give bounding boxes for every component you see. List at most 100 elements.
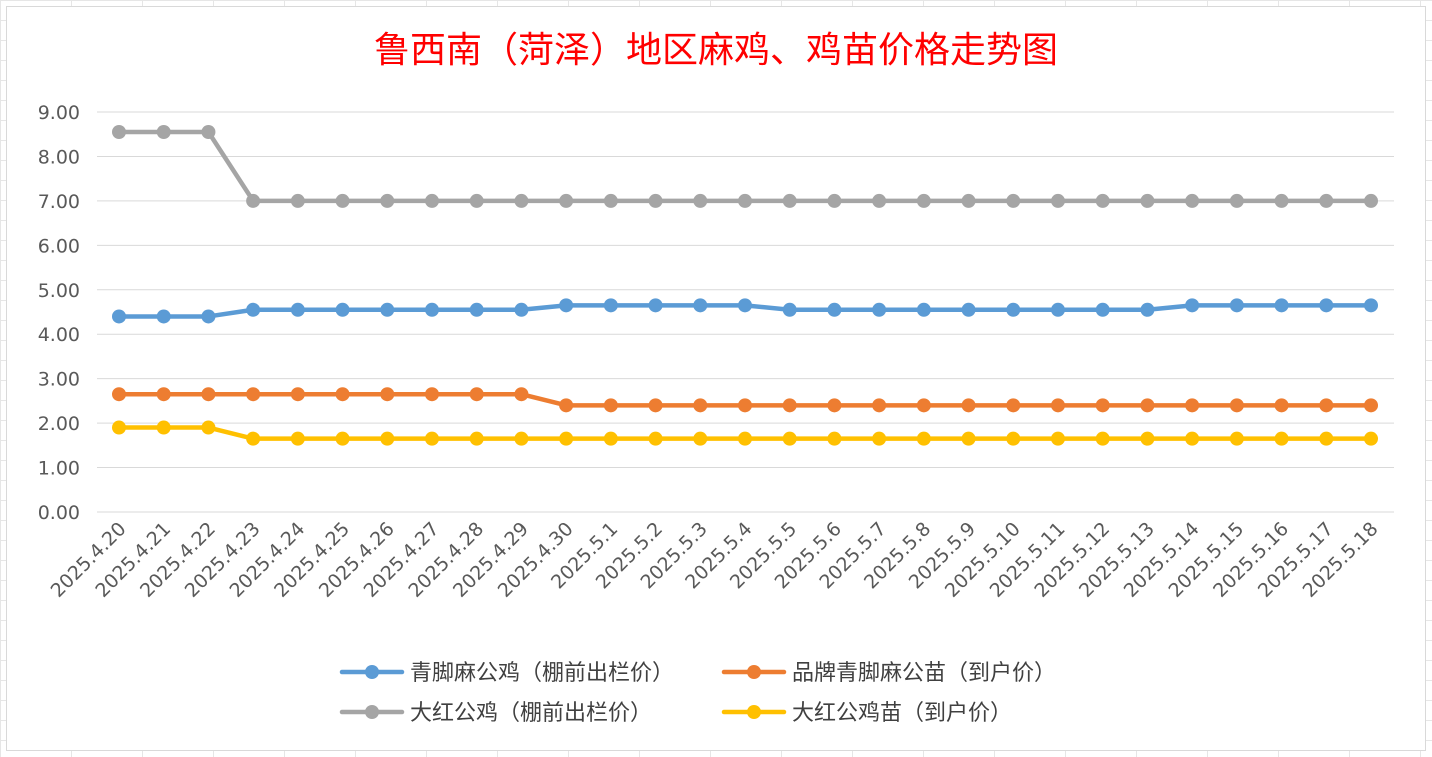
y-tick-label: 0.00	[38, 502, 80, 524]
data-point	[1051, 302, 1065, 317]
data-point	[1140, 302, 1155, 317]
data-point	[559, 431, 574, 446]
data-point	[648, 398, 663, 413]
data-point	[201, 309, 216, 324]
data-point	[112, 309, 126, 324]
data-point	[201, 125, 216, 139]
data-point	[1274, 431, 1289, 446]
data-point	[425, 431, 439, 446]
data-point	[1185, 398, 1200, 413]
data-point	[872, 193, 887, 208]
data-point	[1185, 298, 1200, 313]
data-point	[246, 193, 261, 208]
data-point	[156, 387, 171, 402]
data-point	[290, 387, 305, 402]
data-point	[1364, 298, 1378, 313]
series-3	[112, 125, 1378, 208]
data-point	[1140, 193, 1155, 208]
data-point	[156, 309, 171, 324]
data-point	[603, 431, 618, 446]
legend-item: 品牌青脚麻公苗（到户价）	[721, 661, 1056, 686]
data-point	[469, 387, 484, 402]
data-point	[916, 193, 931, 208]
data-point	[1095, 193, 1110, 208]
data-point	[782, 431, 797, 446]
legend-item: 青脚麻公鸡（棚前出栏价）	[339, 661, 674, 686]
data-point	[693, 193, 708, 208]
data-point	[1006, 431, 1021, 446]
data-point	[738, 398, 752, 413]
data-point	[1051, 193, 1065, 208]
data-point	[738, 193, 752, 208]
data-point	[782, 398, 797, 413]
x-axis-ticks: 2025.4.202025.4.212025.4.222025.4.232025…	[47, 518, 1383, 602]
data-point	[603, 193, 618, 208]
data-point	[380, 193, 395, 208]
legend-label: 品牌青脚麻公苗（到户价）	[792, 661, 1056, 686]
data-point	[380, 431, 395, 446]
data-point	[559, 398, 574, 413]
data-point	[1364, 193, 1378, 208]
data-point	[738, 298, 752, 313]
y-tick-label: 4.00	[38, 324, 80, 346]
data-point	[514, 387, 529, 402]
data-point	[425, 387, 439, 402]
data-point	[201, 387, 216, 402]
y-tick-label: 7.00	[38, 191, 80, 213]
data-point	[1229, 431, 1244, 446]
data-point	[112, 387, 126, 402]
data-point	[1364, 398, 1378, 413]
data-point	[1140, 431, 1155, 446]
series-line	[116, 129, 1374, 204]
data-point	[425, 193, 439, 208]
data-point	[1274, 193, 1289, 208]
data-point	[1006, 302, 1021, 317]
data-point	[156, 420, 171, 435]
data-point	[872, 302, 887, 317]
data-point	[246, 431, 261, 446]
legend-marker	[747, 665, 761, 679]
data-point	[782, 302, 797, 317]
data-point	[1319, 193, 1334, 208]
data-point	[1364, 431, 1378, 446]
y-tick-label: 9.00	[38, 102, 80, 124]
series-lines	[112, 125, 1378, 446]
data-point	[916, 398, 931, 413]
data-point	[290, 431, 305, 446]
data-point	[1319, 398, 1334, 413]
data-point	[916, 431, 931, 446]
data-point	[335, 193, 350, 208]
data-point	[514, 193, 529, 208]
y-tick-label: 8.00	[38, 146, 80, 168]
data-point	[290, 302, 305, 317]
data-point	[1140, 398, 1155, 413]
data-point	[246, 387, 261, 402]
data-point	[1229, 298, 1244, 313]
data-point	[112, 125, 126, 139]
data-point	[380, 302, 395, 317]
legend-label: 青脚麻公鸡（棚前出栏价）	[410, 661, 674, 686]
data-point	[514, 302, 529, 317]
data-point	[1229, 398, 1244, 413]
data-point	[1095, 398, 1110, 413]
data-point	[603, 398, 618, 413]
data-point	[514, 431, 529, 446]
data-point	[1229, 193, 1244, 208]
data-point	[782, 193, 797, 208]
data-point	[1319, 298, 1334, 313]
legend-marker	[365, 705, 379, 719]
data-point	[469, 431, 484, 446]
data-point	[693, 398, 708, 413]
data-point	[1185, 431, 1200, 446]
data-point	[290, 193, 305, 208]
series-1	[112, 298, 1378, 324]
data-point	[827, 302, 842, 317]
legend: 青脚麻公鸡（棚前出栏价） 品牌青脚麻公苗（到户价） 大红公鸡（棚前出栏价） 大红公鸡苗…	[339, 661, 1056, 726]
data-point	[916, 302, 931, 317]
data-point	[872, 431, 887, 446]
data-point	[827, 431, 842, 446]
data-point	[1051, 398, 1065, 413]
data-point	[380, 387, 395, 402]
data-point	[1319, 431, 1334, 446]
